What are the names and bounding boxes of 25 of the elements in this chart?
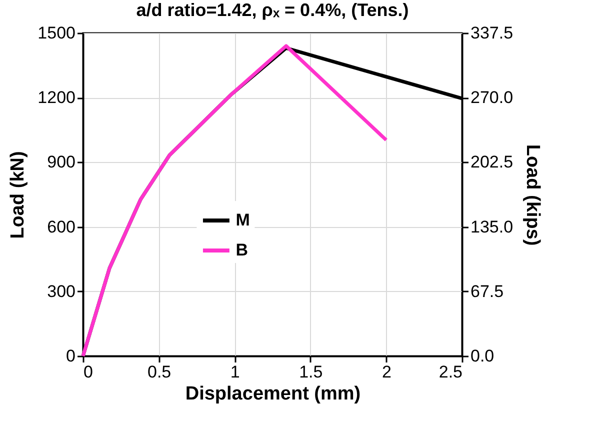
legend-label: M — [236, 210, 250, 230]
x-tick-label: 0.5 — [147, 362, 172, 382]
y-tick-label: 1500 — [38, 24, 76, 42]
x-axis-title: Displacement (mm) — [185, 384, 361, 404]
x-tick-label: 2 — [382, 362, 392, 382]
y-tick-label: 600 — [47, 217, 76, 236]
y2-tick-label: 337.5 — [470, 24, 514, 42]
y-tick-label: 900 — [47, 152, 76, 172]
x-tick-label: 2.5 — [438, 362, 462, 382]
y-tick-label: 1200 — [38, 88, 76, 108]
legend-label: B — [236, 240, 248, 260]
y-tick-label: 0 — [66, 346, 76, 366]
chart-title: a/d ratio=1.42, ρₓ = 0.4%, (Tens.) — [136, 0, 409, 20]
y2-tick-label: 0.0 — [470, 346, 494, 366]
y2-tick-label: 270.0 — [470, 88, 514, 108]
y-tick-label: 300 — [47, 282, 76, 301]
y-axis-title: Load (kN) — [8, 151, 29, 239]
y2-tick-label: 67.5 — [470, 282, 504, 301]
x-tick-label: 1 — [230, 362, 240, 382]
line-series — [81, 44, 388, 358]
x-tick-label: 1.5 — [299, 362, 323, 382]
y2-tick-label: 135.0 — [470, 217, 514, 236]
y2-tick-label: 202.5 — [470, 152, 514, 172]
y2-axis-title: Load (kips) — [522, 144, 544, 246]
x-tick-label: 0 — [84, 362, 93, 382]
